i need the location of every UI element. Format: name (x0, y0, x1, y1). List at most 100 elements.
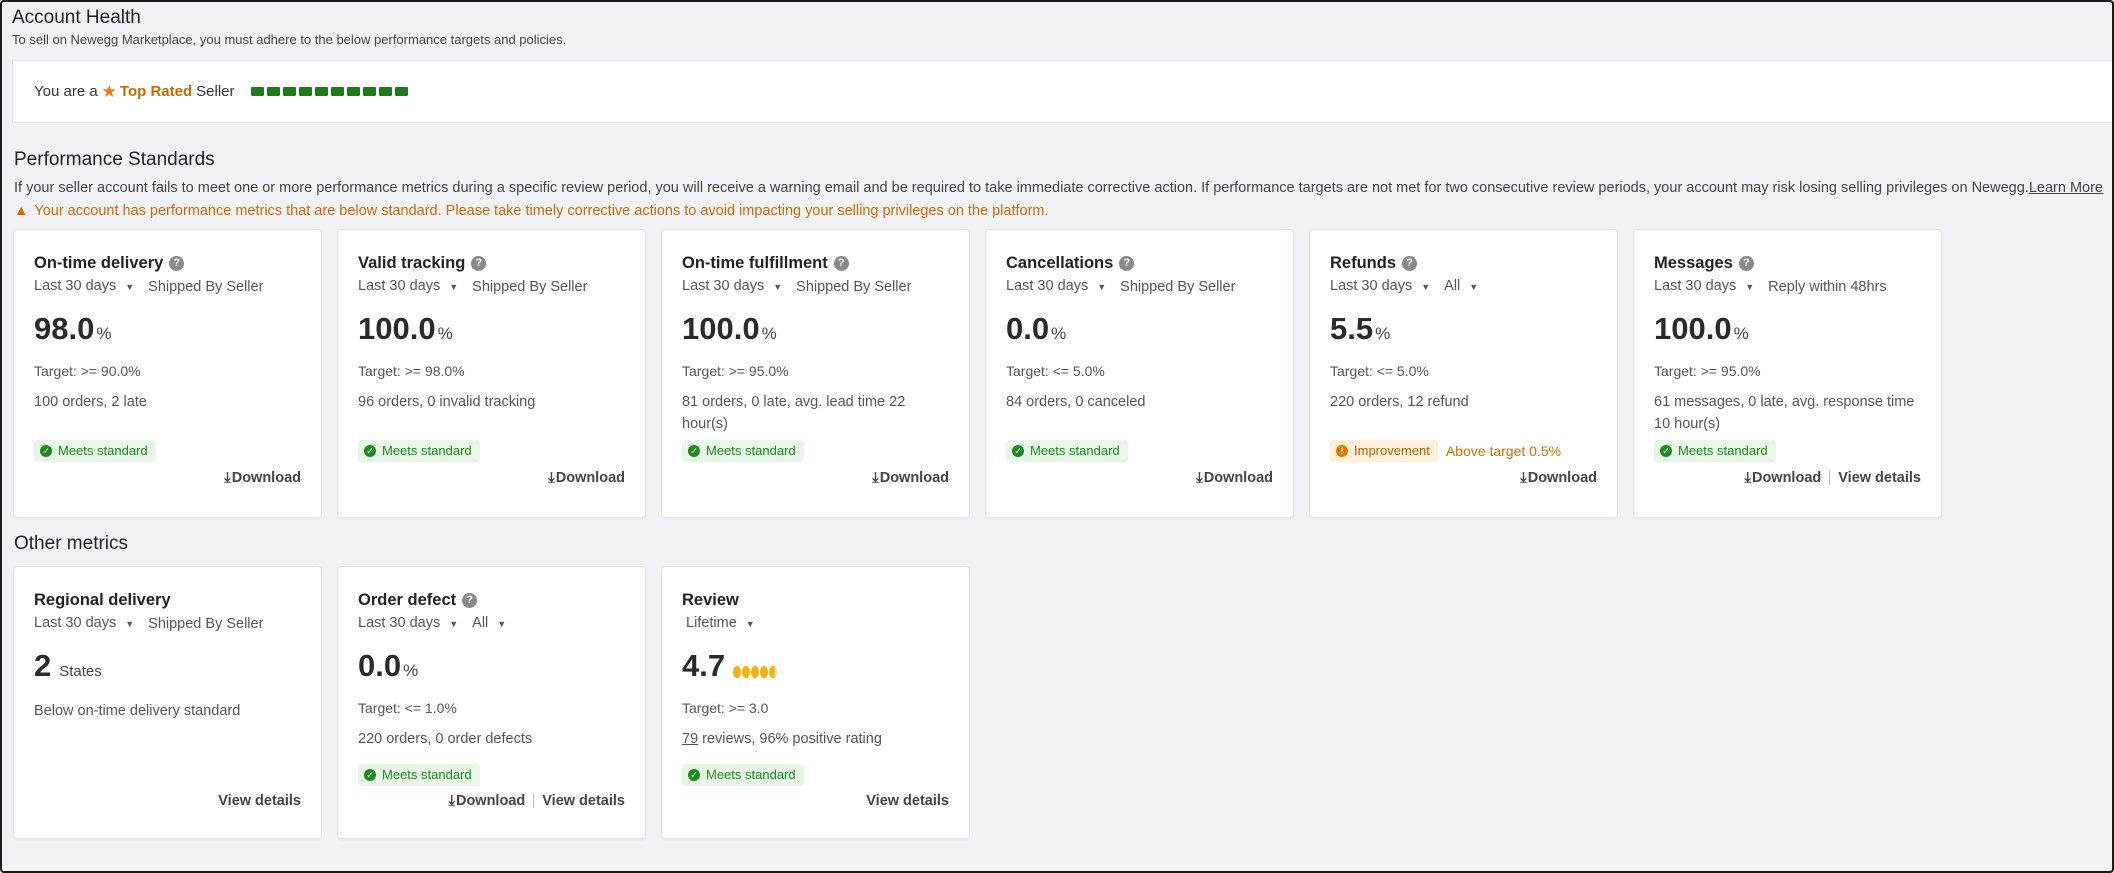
period-dropdown[interactable]: Last 30 days ▼ (358, 276, 472, 297)
cancellations-card: Cancellations? Last 30 days ▼ Shipped By … (985, 229, 1294, 518)
help-circle-icon[interactable]: ? (169, 255, 185, 271)
help-circle-icon[interactable]: ? (1402, 255, 1417, 271)
status-label: Improvement (1354, 443, 1430, 458)
download-label: Download (555, 470, 625, 486)
value-number: 0.0 (1006, 311, 1050, 346)
metric-target: Target: >= 3.0 (682, 700, 769, 716)
caret-down-icon: ▼ (497, 619, 507, 629)
review-card: Review Lifetime ▼ 4.7 Target: >= 3.0 79 r… (661, 566, 970, 839)
value-number: 5.5 (1330, 311, 1374, 346)
period-dropdown[interactable]: Lifetime ▼ (686, 613, 769, 634)
view-details-link[interactable]: View details (866, 793, 949, 809)
metric-detail: 84 orders, 0 canceled (1006, 394, 1146, 410)
download-button[interactable]: ⤓Download (548, 470, 625, 486)
status-label: Meets standard (706, 443, 796, 458)
card-actions: ⤓Download (1520, 470, 1597, 486)
help-circle-icon[interactable]: ? (1738, 255, 1754, 271)
card-actions: ⤓Download View details (449, 793, 625, 809)
metric-detail: 79 reviews, 96% positive rating (682, 728, 949, 750)
card-title: Order defect? (358, 589, 625, 611)
help-circle-icon[interactable]: ? (471, 255, 487, 271)
help-circle-icon[interactable]: ? (462, 592, 478, 608)
order-defect-card: Order defect? Last 30 days ▼ All ▼ 0.0% Ta… (337, 566, 646, 839)
value-number: 4.7 (682, 648, 726, 683)
view-details-link[interactable]: View details (1838, 470, 1921, 486)
info-circle-icon: ! (1336, 445, 1348, 457)
star-icon (733, 665, 742, 678)
metric-target: Target: >= 95.0% (1654, 363, 1761, 379)
card-title: Review (682, 591, 739, 609)
card-title: Messages? (1654, 252, 1921, 274)
scope-dropdown[interactable]: All ▼ (472, 613, 520, 634)
view-details-link[interactable]: View details (218, 793, 301, 809)
performance-standards-title: Performance Standards (14, 149, 215, 170)
download-icon: ⤓ (1520, 470, 1527, 486)
status-badge: ✓ Meets standard (358, 440, 480, 462)
card-filters: Lifetime ▼ (682, 613, 949, 634)
metric-detail: 220 orders, 12 refund (1330, 394, 1469, 410)
metric-target: Target: >= 90.0% (34, 363, 141, 379)
card-title-text: Order defect (358, 591, 457, 609)
period-dropdown[interactable]: Last 30 days ▼ (34, 276, 148, 297)
level-segment (330, 87, 344, 96)
period-dropdown[interactable]: Last 30 days ▼ (682, 276, 796, 297)
download-button[interactable]: ⤓Download (1745, 470, 1822, 486)
page-header: Account Health To sell on Newegg Marketp… (2, 2, 2112, 50)
status-row: ✓ Meets standard (34, 440, 156, 462)
card-actions: ⤓Download (872, 470, 949, 486)
download-button[interactable]: ⤓Download (1196, 470, 1273, 486)
scope-label: All (1444, 278, 1461, 294)
period-label: Lifetime (686, 615, 737, 631)
on-time-delivery-card: On-time delivery? Last 30 days ▼ Shipped … (13, 229, 322, 518)
caret-down-icon: ▼ (1745, 282, 1755, 292)
seller-level-bar: You are a ★ Top Rated Seller (12, 60, 2112, 123)
value-unit: % (403, 661, 419, 680)
review-detail-text: reviews, 96% positive rating (698, 731, 882, 747)
learn-more-link[interactable]: Learn More (2028, 180, 2103, 196)
scope-dropdown[interactable]: All ▼ (1444, 276, 1492, 297)
level-segment (250, 87, 264, 96)
value-number: 2 (34, 648, 52, 683)
card-actions: ⤓Download (548, 470, 625, 486)
metric-detail: 100 orders, 2 late (34, 394, 147, 410)
help-circle-icon[interactable]: ? (833, 255, 849, 271)
download-button[interactable]: ⤓Download (224, 470, 301, 486)
status-row: ! Improvement Above target 0.5% (1330, 440, 1561, 462)
view-details-link[interactable]: View details (542, 793, 625, 809)
period-dropdown[interactable]: Last 30 days ▼ (34, 613, 148, 634)
card-filters: Last 30 days ▼ All ▼ (358, 613, 625, 634)
period-dropdown[interactable]: Last 30 days ▼ (1330, 276, 1444, 297)
card-title: On-time fulfillment? (682, 252, 949, 274)
download-button[interactable]: ⤓Download (872, 470, 949, 486)
page-title: Account Health (12, 7, 141, 28)
value-number: 100.0 (1654, 311, 1732, 346)
divider (1829, 471, 1831, 485)
check-circle-icon: ✓ (688, 769, 700, 781)
warning-text: Your account has performance metrics tha… (34, 203, 1049, 219)
level-segment (314, 87, 328, 96)
download-icon: ⤓ (1744, 470, 1751, 486)
check-circle-icon: ✓ (1012, 445, 1024, 457)
period-dropdown[interactable]: Last 30 days ▼ (1654, 276, 1768, 297)
messages-card: Messages? Last 30 days ▼ Reply within 48h… (1633, 229, 1942, 518)
period-dropdown[interactable]: Last 30 days ▼ (1006, 276, 1120, 297)
caret-down-icon: ▼ (1097, 282, 1107, 292)
download-icon: ⤓ (548, 470, 555, 486)
caret-down-icon: ▼ (745, 619, 755, 629)
period-dropdown[interactable]: Last 30 days ▼ (358, 613, 472, 634)
download-button[interactable]: ⤓Download (449, 793, 526, 809)
performance-description: If your seller account fails to meet one… (14, 178, 2112, 198)
caret-down-icon: ▼ (125, 282, 135, 292)
metric-target: Target: <= 5.0% (1330, 363, 1429, 379)
help-circle-icon[interactable]: ? (1119, 255, 1135, 271)
metric-target: Target: >= 98.0% (358, 363, 465, 379)
review-count-link[interactable]: 79 (682, 731, 699, 747)
card-filters: Last 30 days ▼ Reply within 48hrs (1654, 276, 1921, 297)
download-label: Download (1751, 470, 1822, 486)
value-unit: % (437, 324, 453, 343)
status-row: ✓ Meets standard (682, 764, 804, 786)
status-badge: ! Improvement (1330, 440, 1438, 462)
value-unit: % (1375, 324, 1391, 343)
download-button[interactable]: ⤓Download (1520, 470, 1597, 486)
level-segment (346, 87, 360, 96)
